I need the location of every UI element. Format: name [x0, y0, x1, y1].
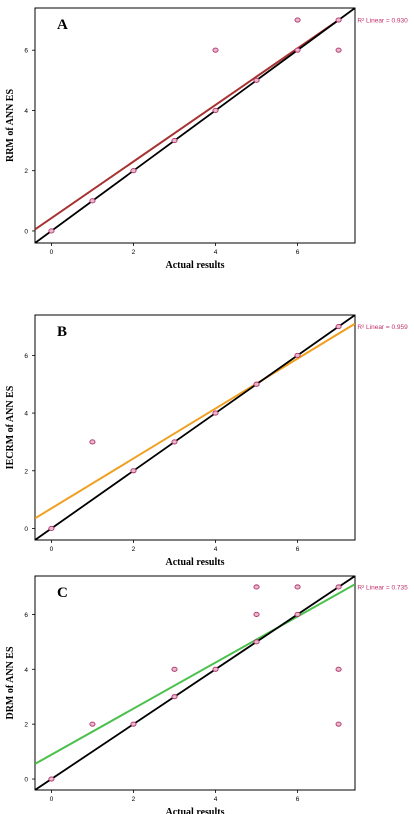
x-tick-label: 6: [296, 249, 300, 256]
y-tick-label: 4: [24, 411, 28, 418]
identity-line: [35, 315, 355, 540]
plot-frame: [34, 7, 356, 244]
x-tick-label: 4: [214, 546, 218, 553]
identity-line: [35, 576, 355, 790]
data-point: [48, 228, 55, 234]
x-axis-title: Actual results: [166, 557, 225, 568]
chart-panel-c: C 0 2 4 6 0 2 4 6 Actual results DRM of ANN ES R² L…: [5, 575, 408, 814]
panel-label: A: [57, 17, 68, 33]
r2-label: R² Linear = 0.930: [357, 18, 408, 25]
data-point: [294, 352, 301, 358]
y-tick-label: 4: [24, 667, 28, 674]
x-axis-title: Actual results: [166, 807, 225, 814]
x-tick-label: 6: [296, 546, 300, 553]
r2-label: R² Linear = 0.735: [357, 584, 408, 591]
plot-frame: [34, 314, 356, 541]
data-point: [171, 694, 178, 700]
data-point: [130, 168, 137, 174]
y-tick-label: 2: [24, 468, 28, 475]
data-point: [253, 639, 260, 645]
y-tick-label: 6: [24, 48, 28, 55]
data-point: [335, 17, 342, 23]
data-point: [171, 439, 178, 445]
x-tick-label: 2: [132, 249, 136, 256]
data-point: [335, 721, 342, 727]
data-point: [171, 138, 178, 144]
data-point: [253, 381, 260, 387]
x-tick-label: 0: [50, 249, 54, 256]
data-point: [48, 525, 55, 532]
y-tick-label: 0: [24, 526, 28, 533]
x-tick-label: 0: [50, 546, 54, 553]
data-point: [335, 47, 342, 53]
y-axis-title: DRM of ANN ES: [5, 646, 16, 719]
chart-panel-a: A 0 2 4 6 0 2 4 6 Actual results RRM of ANN ES R² L…: [5, 7, 408, 271]
y-tick-label: 6: [24, 353, 28, 360]
data-point: [89, 198, 96, 204]
chart-panel-b: B 0 2 4 6 0 2 4 6 Actual results IECRM of ANN ES R²…: [5, 314, 408, 568]
data-point: [294, 17, 301, 23]
data-point: [130, 468, 137, 474]
data-point: [253, 77, 260, 83]
data-point: [89, 721, 96, 727]
data-point: [294, 47, 301, 53]
data-point: [335, 323, 342, 330]
identity-line: [35, 8, 355, 243]
x-axis-title: Actual results: [166, 260, 225, 271]
y-axis-title: IECRM of ANN ES: [5, 385, 16, 469]
y-tick-label: 2: [24, 168, 28, 175]
data-point: [171, 666, 178, 672]
y-tick-label: 6: [24, 612, 28, 619]
x-tick-label: 2: [132, 546, 136, 553]
data-point: [294, 584, 301, 590]
x-tick-label: 4: [214, 796, 218, 803]
panel-label: C: [57, 585, 68, 601]
panel-label: B: [57, 324, 67, 340]
data-point: [335, 584, 342, 590]
y-tick-label: 0: [24, 777, 28, 784]
fit-line: [35, 583, 355, 765]
y-tick-label: 0: [24, 228, 28, 235]
data-point: [89, 439, 96, 445]
data-point: [212, 666, 219, 672]
x-tick-label: 0: [50, 796, 54, 803]
data-point: [335, 666, 342, 672]
data-point: [294, 611, 301, 617]
x-tick-label: 4: [214, 249, 218, 256]
fit-line: [35, 322, 355, 520]
y-axis-title: RRM of ANN ES: [5, 89, 16, 162]
x-tick-label: 6: [296, 796, 300, 803]
data-point: [212, 47, 219, 53]
plot-frame: [34, 575, 356, 791]
r2-label: R² Linear = 0.959: [357, 324, 408, 331]
data-point: [253, 611, 260, 617]
x-tick-label: 2: [132, 796, 136, 803]
y-tick-label: 2: [24, 722, 28, 729]
data-point: [253, 584, 260, 590]
data-point: [48, 776, 55, 782]
fit-line: [35, 19, 340, 231]
data-point: [212, 410, 219, 416]
y-tick-label: 4: [24, 108, 28, 115]
data-point: [130, 721, 137, 727]
data-point: [212, 107, 219, 113]
